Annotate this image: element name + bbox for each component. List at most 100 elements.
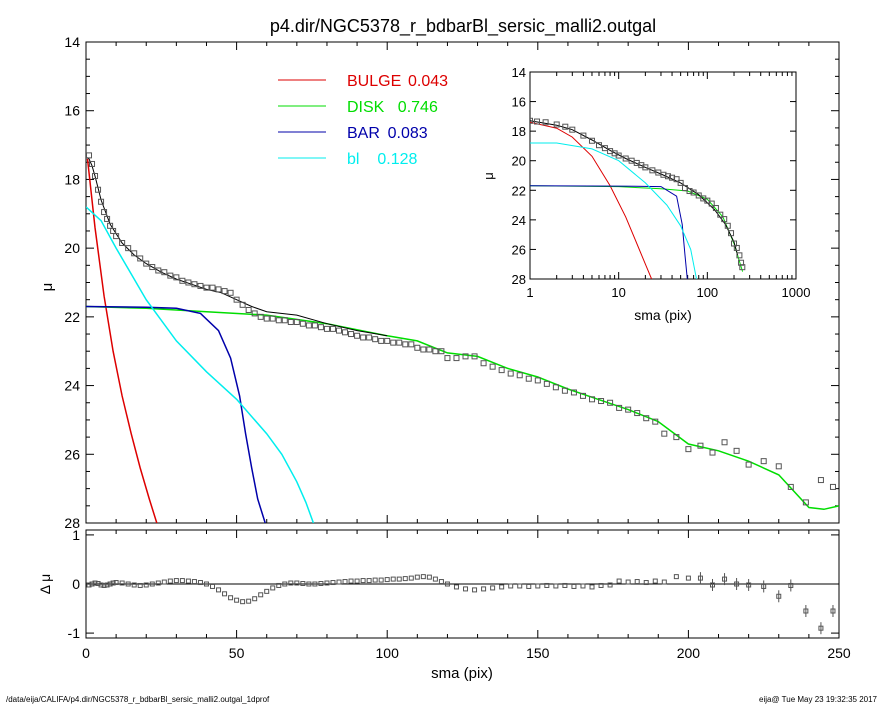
residual-x-tick-label: 200 [677, 645, 701, 661]
main-y-tick-label: 24 [64, 378, 80, 394]
inset-observed-point [553, 121, 560, 128]
inset-x-tick-label: 1000 [782, 285, 811, 300]
inset-y-tick-label: 28 [512, 272, 526, 287]
inset-observed-point [736, 252, 743, 259]
residual-point [312, 581, 318, 587]
main-series-bar [86, 305, 266, 523]
inset-y-tick-label: 16 [512, 95, 526, 110]
main-observed-point [384, 337, 391, 344]
main-observed-point [113, 233, 120, 240]
residual-point [185, 578, 191, 584]
residual-point [535, 583, 541, 589]
residual-point [360, 578, 366, 584]
legend-label-bulge: BULGE [347, 73, 401, 90]
residual-point [761, 583, 767, 589]
inset-observed-point [717, 211, 724, 218]
main-observed-point [552, 384, 559, 391]
residual-point [324, 580, 330, 586]
main-observed-point [245, 306, 252, 313]
residual-point [444, 581, 450, 587]
legend-label-bar: BAR [347, 125, 380, 142]
inset-x-tick-label: 10 [611, 285, 625, 300]
inset-observed-point [677, 179, 684, 186]
main-observed-point [471, 353, 478, 360]
main-observed-point [215, 286, 222, 293]
residual-point [453, 584, 459, 590]
residual-point [167, 578, 173, 584]
residual-point [306, 581, 312, 587]
residual-point [119, 580, 125, 586]
main-observed-point [760, 458, 767, 465]
residual-point [589, 584, 595, 590]
main-observed-point [317, 324, 324, 331]
main-observed-point [305, 322, 312, 329]
residual-point [264, 588, 270, 594]
main-observed-point [95, 186, 102, 193]
main-observed-point [480, 360, 487, 367]
residual-point [697, 575, 703, 581]
residual-x-tick-label: 0 [82, 645, 90, 661]
residual-point [366, 578, 372, 584]
residual-x-tick-label: 250 [827, 645, 851, 661]
main-observed-point [203, 284, 210, 291]
residual-point [282, 581, 288, 587]
main-observed-point [697, 442, 704, 449]
main-series-bl [86, 206, 315, 523]
main-observed-point [101, 209, 108, 216]
inset-observed-point [712, 205, 719, 212]
residual-point [420, 574, 426, 580]
residual-y-tick-label: 1 [72, 527, 80, 543]
residual-point [173, 578, 179, 584]
residual-point [276, 582, 282, 588]
main-observed-point [733, 447, 740, 454]
residual-point [830, 608, 836, 614]
main-observed-point [155, 267, 162, 274]
main-observed-point [89, 160, 96, 167]
main-profile-panel: 14 16 18 20 22 24 26 28 μ [39, 34, 840, 531]
residual-point [197, 580, 203, 586]
residual-point [490, 585, 496, 591]
residual-point [625, 579, 631, 585]
main-observed-point [119, 239, 126, 246]
residual-panel: 10-1 0 50 100 150 200 250 Δ μ sma (pix) [37, 527, 851, 682]
main-observed-point [161, 269, 168, 276]
main-observed-point [275, 317, 282, 324]
residual-point [685, 575, 691, 581]
main-y-tick-label: 16 [64, 103, 80, 119]
residual-point [125, 581, 131, 587]
main-observed-point [107, 222, 114, 229]
residual-point [580, 583, 586, 589]
inset-y-tick-label: 22 [512, 183, 526, 198]
residual-point [252, 596, 258, 602]
residual-point [803, 608, 809, 614]
footer-timestamp: eija@ Tue May 23 19:32:35 2017 [759, 695, 877, 704]
main-observed-point [498, 367, 505, 374]
residual-point [98, 582, 104, 588]
main-observed-point [104, 215, 111, 222]
main-observed-point [643, 415, 650, 422]
main-observed-point [432, 348, 439, 355]
inset-y-axis-label: μ [481, 172, 496, 180]
main-observed-point [616, 404, 623, 411]
main-observed-point [378, 337, 385, 344]
main-observed-point [402, 341, 409, 348]
inset-y-axis: 14 16 18 20 22 24 26 28 [512, 65, 796, 287]
main-observed-point [802, 499, 809, 506]
inset-observed-point [738, 259, 745, 266]
main-observed-point [179, 277, 186, 284]
main-observed-point [227, 289, 234, 296]
residual-point [155, 580, 161, 586]
main-y-axis: 14 16 18 20 22 24 26 28 [64, 34, 840, 531]
main-observed-point [336, 327, 343, 334]
residual-point [661, 579, 667, 585]
inset-background [529, 71, 797, 280]
residual-point [137, 582, 143, 588]
main-observed-point [709, 449, 716, 456]
main-observed-point [221, 288, 228, 295]
main-observed-point [239, 301, 246, 308]
main-observed-point [438, 348, 445, 355]
main-observed-point [287, 319, 294, 326]
main-observed-point [209, 284, 216, 291]
residual-point [228, 595, 234, 601]
